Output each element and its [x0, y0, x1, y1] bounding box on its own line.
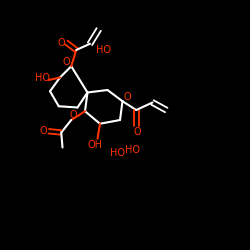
Text: O: O	[70, 110, 77, 120]
Text: O: O	[134, 127, 141, 137]
Text: HO: HO	[35, 73, 50, 83]
Text: HO: HO	[110, 148, 125, 158]
Text: HO: HO	[96, 45, 111, 55]
Text: HO: HO	[125, 145, 140, 155]
Text: O: O	[124, 92, 131, 102]
Text: O: O	[40, 126, 47, 136]
Text: O: O	[58, 38, 66, 48]
Text: OH: OH	[88, 140, 102, 150]
Text: O: O	[63, 57, 70, 67]
